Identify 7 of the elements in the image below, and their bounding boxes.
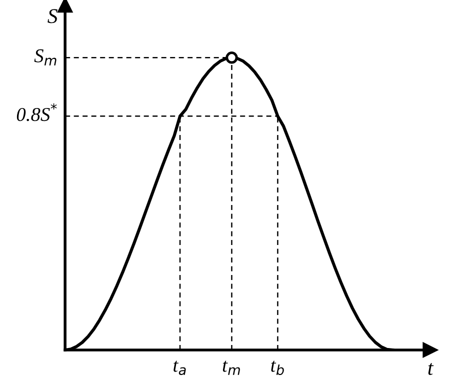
x-tick-label: t$_{a}$ <box>174 360 186 376</box>
ref-line-label: 0.8S$^{*}$ <box>16 103 57 122</box>
x-tick-label: t$_{b}$ <box>271 360 284 376</box>
y-axis-title: S <box>48 9 58 24</box>
ref-line-label: S$_{m}$ <box>34 49 56 66</box>
x-axis-title: t <box>428 363 434 375</box>
x-tick-label: t$_{m}$ <box>222 360 240 375</box>
